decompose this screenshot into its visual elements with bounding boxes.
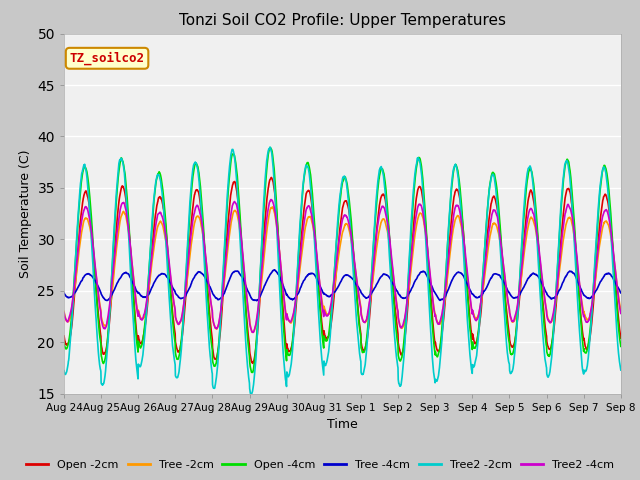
Tree2 -4cm xyxy=(268,197,275,203)
Tree -4cm xyxy=(371,285,379,290)
Tree2 -2cm xyxy=(617,367,625,373)
Tree -2cm xyxy=(568,221,576,227)
Line: Tree2 -4cm: Tree2 -4cm xyxy=(64,200,621,333)
Open -4cm xyxy=(584,346,591,351)
Open -4cm xyxy=(617,344,625,349)
Open -2cm xyxy=(216,339,223,345)
Tree -2cm xyxy=(359,318,367,324)
Tree -4cm xyxy=(60,290,68,296)
Tree2 -2cm xyxy=(266,144,274,150)
Tree -4cm xyxy=(253,298,260,303)
Open -2cm xyxy=(505,326,513,332)
Tree -4cm xyxy=(568,269,576,275)
Line: Open -2cm: Open -2cm xyxy=(64,178,621,363)
Tree2 -4cm xyxy=(359,318,367,324)
Tree -2cm xyxy=(617,307,625,313)
Line: Open -4cm: Open -4cm xyxy=(64,147,621,372)
Y-axis label: Soil Temperature (C): Soil Temperature (C) xyxy=(19,149,32,278)
Tree -2cm xyxy=(505,303,513,309)
Open -2cm xyxy=(371,244,379,250)
Open -2cm xyxy=(584,346,591,351)
Tree2 -2cm xyxy=(216,339,223,345)
Tree -4cm xyxy=(584,295,591,301)
Tree2 -4cm xyxy=(371,246,379,252)
Open -4cm xyxy=(60,340,68,346)
Tree2 -4cm xyxy=(249,330,257,336)
Tree2 -4cm xyxy=(505,302,513,308)
Tree2 -2cm xyxy=(246,391,254,396)
Open -4cm xyxy=(359,349,367,355)
Line: Tree -2cm: Tree -2cm xyxy=(64,207,621,332)
Open -4cm xyxy=(505,336,513,342)
Tree -4cm xyxy=(270,267,278,273)
Tree -4cm xyxy=(617,290,625,296)
Line: Tree -4cm: Tree -4cm xyxy=(64,270,621,300)
Tree2 -4cm xyxy=(584,319,591,325)
Text: TZ_soilco2: TZ_soilco2 xyxy=(70,51,145,65)
Tree -4cm xyxy=(216,296,223,302)
Open -2cm xyxy=(60,333,68,339)
Tree2 -4cm xyxy=(216,317,223,323)
Tree2 -2cm xyxy=(584,361,591,367)
Tree -2cm xyxy=(60,309,68,314)
Tree -2cm xyxy=(249,329,257,335)
Open -2cm xyxy=(268,175,275,180)
Tree -4cm xyxy=(505,289,513,295)
Tree2 -4cm xyxy=(60,310,68,316)
Open -2cm xyxy=(568,204,576,210)
Tree -2cm xyxy=(371,258,379,264)
Open -4cm xyxy=(266,144,274,150)
Tree2 -2cm xyxy=(568,204,576,209)
Tree -2cm xyxy=(216,319,223,324)
Open -4cm xyxy=(216,335,223,341)
Tree2 -4cm xyxy=(617,311,625,316)
Open -4cm xyxy=(371,220,379,226)
Open -2cm xyxy=(359,347,367,353)
Open -4cm xyxy=(568,190,576,196)
Tree2 -2cm xyxy=(359,372,367,377)
Tree2 -2cm xyxy=(505,359,513,364)
Tree2 -2cm xyxy=(371,213,379,219)
Tree -2cm xyxy=(269,204,276,210)
Line: Tree2 -2cm: Tree2 -2cm xyxy=(64,147,621,394)
Legend: Open -2cm, Tree -2cm, Open -4cm, Tree -4cm, Tree2 -2cm, Tree2 -4cm: Open -2cm, Tree -2cm, Open -4cm, Tree -4… xyxy=(22,456,618,474)
Open -4cm xyxy=(248,370,256,375)
X-axis label: Time: Time xyxy=(327,418,358,431)
Tree2 -4cm xyxy=(568,214,576,219)
Tree -4cm xyxy=(359,292,367,298)
Open -2cm xyxy=(617,335,625,341)
Open -2cm xyxy=(249,360,257,366)
Title: Tonzi Soil CO2 Profile: Upper Temperatures: Tonzi Soil CO2 Profile: Upper Temperatur… xyxy=(179,13,506,28)
Tree -2cm xyxy=(584,317,591,323)
Tree2 -2cm xyxy=(60,368,68,373)
